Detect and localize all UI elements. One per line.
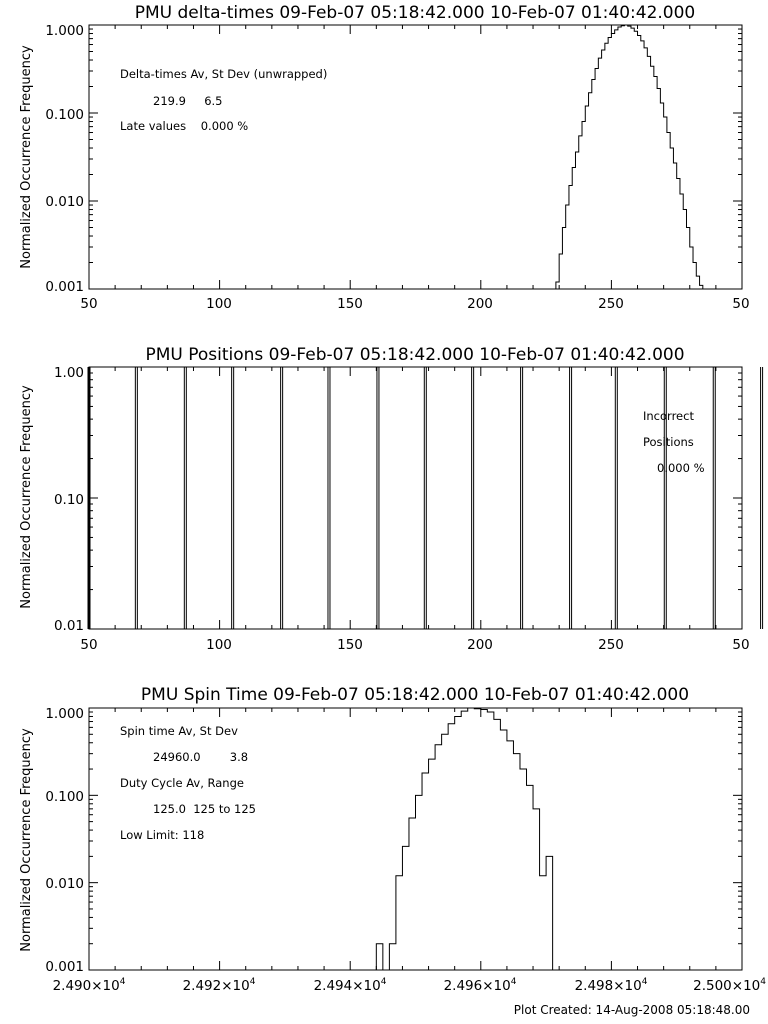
x-tick-label: 2.490×104: [53, 977, 126, 994]
y-tick-label: 0.10: [54, 492, 84, 508]
annotation: Late values 0.000 %: [120, 119, 248, 133]
x-tick-label: 50: [80, 296, 97, 312]
y-axis-label: Normalized Occurrence Frequency: [19, 728, 34, 952]
plot-frame: [88, 366, 743, 630]
x-tick-label: 200: [467, 637, 493, 653]
chart-title: PMU delta-times 09-Feb-07 05:18:42.000 1…: [135, 3, 696, 23]
x-tick-label: 100: [206, 637, 232, 653]
y-tick-label: 1.000: [45, 706, 84, 722]
annotation: 219.9 6.5: [153, 94, 223, 108]
x-tick-label: 2.494×104: [314, 977, 387, 994]
axis-ticks: [88, 24, 743, 290]
y-tick-label: 0.01: [54, 618, 84, 634]
x-tick-label: 2.496×104: [444, 977, 517, 994]
y-tick-label: 1.000: [45, 23, 84, 39]
y-tick-label: 0.010: [45, 876, 84, 892]
histogram-series: [87, 367, 764, 629]
panel-positions: PMU Positions 09-Feb-07 05:18:42.000 10-…: [19, 345, 764, 653]
x-tick-label: 2.492×104: [183, 977, 256, 994]
y-tick-label: 1.00: [54, 365, 84, 381]
x-tick-label: 50: [732, 637, 749, 653]
y-tick-label: 0.001: [45, 959, 84, 975]
histogram-series: [555, 24, 710, 290]
histogram-series: [375, 707, 573, 971]
annotation: 24960.0 3.8: [153, 750, 248, 764]
y-tick-label: 0.010: [45, 194, 84, 210]
annotation: Incorrect: [643, 409, 694, 423]
x-tick-label: 150: [337, 296, 363, 312]
y-axis-label: Normalized Occurrence Frequency: [19, 385, 34, 609]
x-tick-label: 100: [206, 296, 232, 312]
x-tick-label: 2.500×104: [693, 977, 766, 994]
annotation: Positions: [643, 435, 694, 449]
y-axis-label: Normalized Occurrence Frequency: [19, 45, 34, 269]
x-tick-label: 250: [598, 296, 624, 312]
plot-created-footer: Plot Created: 14-Aug-2008 05:18:48.00: [514, 1003, 750, 1017]
axis-ticks: [88, 366, 743, 630]
x-tick-label: 2.498×104: [575, 977, 648, 994]
x-tick-label: 150: [337, 637, 363, 653]
annotation: 0.000 %: [657, 461, 705, 475]
x-tick-label: 200: [467, 296, 493, 312]
x-tick-label: 250: [598, 637, 624, 653]
panel-delta-times: PMU delta-times 09-Feb-07 05:18:42.000 1…: [19, 3, 750, 312]
annotation: Spin time Av, St Dev: [120, 724, 238, 738]
annotation: 125.0 125 to 125: [153, 802, 256, 816]
plot-frame: [88, 707, 743, 971]
annotation: Duty Cycle Av, Range: [120, 776, 244, 790]
panel-spin-time: PMU Spin Time 09-Feb-07 05:18:42.000 10-…: [19, 685, 766, 994]
plot-frame: [88, 24, 743, 290]
chart-title: PMU Positions 09-Feb-07 05:18:42.000 10-…: [145, 345, 684, 365]
annotation: Low Limit: 118: [120, 828, 204, 842]
y-tick-label: 0.100: [45, 789, 84, 805]
y-tick-label: 0.100: [45, 107, 84, 123]
y-tick-label: 0.001: [45, 279, 84, 295]
chart-title: PMU Spin Time 09-Feb-07 05:18:42.000 10-…: [141, 685, 689, 705]
annotation: Delta-times Av, St Dev (unwrapped): [120, 67, 327, 81]
x-tick-label: 50: [732, 296, 749, 312]
x-tick-label: 50: [80, 637, 97, 653]
